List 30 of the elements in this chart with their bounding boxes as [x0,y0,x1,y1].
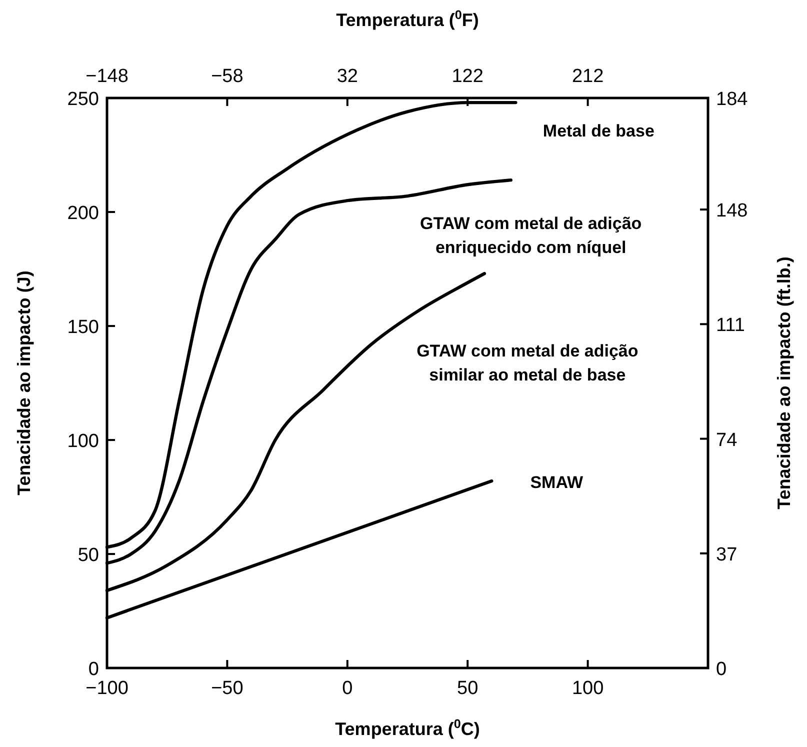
x-tick-label: 100 [572,678,604,699]
x2-tick-label: −58 [211,66,244,87]
y2-tick-label: 111 [716,315,745,336]
x2-tick-label: 122 [452,66,484,87]
series-label: GTAW com metal de adição enriquecido com níquel [420,214,642,258]
x2-axis-title: Temperatura ($^{0}$F) [336,8,479,30]
x-tick-label: −50 [211,678,244,699]
y-tick-label: 250 [67,89,99,110]
x-tick-label: 0 [342,678,353,699]
y2-tick-label: 74 [716,430,738,451]
x-tick-label: 50 [457,678,478,699]
x-axis-title: Temperatura ($^{0}$C) [335,717,480,739]
x-tick-label: −100 [86,678,128,699]
y-tick-label: 200 [67,203,99,224]
y-tick-label: 150 [67,317,99,338]
y-tick-label: 100 [67,431,99,452]
y2-tick-label: 37 [716,544,738,566]
text: SMAW [530,473,584,492]
y2-axis-title: Tenacidade ao impacto (ft.lb.) [774,256,794,510]
y2-tick-label: 184 [716,89,748,110]
y2-tick-label: 148 [716,200,748,222]
y-tick-label: 50 [78,545,99,566]
y2-tick-label: 0 [716,659,727,680]
x2-tick-label: 212 [572,66,604,87]
series-label: Metal de base [542,122,654,141]
y-axis-title: Tenacidade ao impacto (J) [14,270,34,496]
x2-tick-label: −148 [86,66,128,87]
y-tick-label: 0 [88,659,99,680]
series-label: GTAW com metal de adição similar ao metal de base [416,342,638,385]
x2-tick-label: 32 [336,66,358,87]
